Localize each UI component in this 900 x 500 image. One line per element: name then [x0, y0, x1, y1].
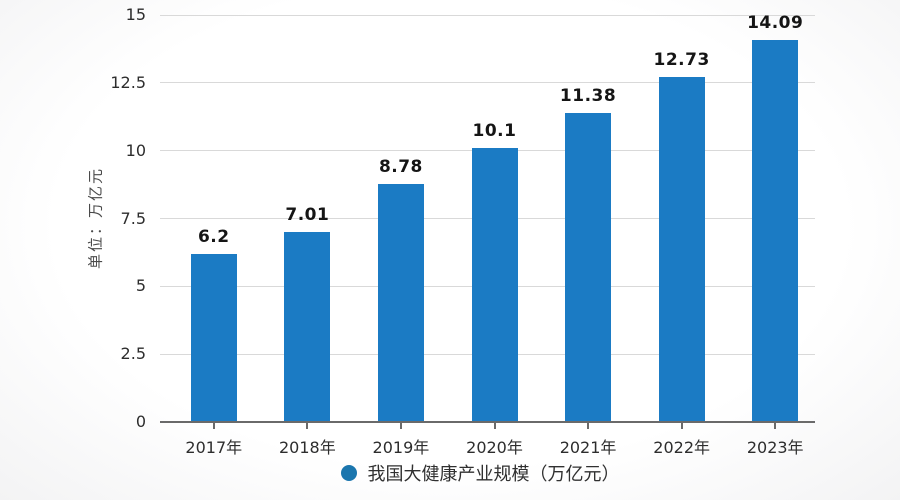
legend: 我国大健康产业规模（万亿元）	[30, 460, 900, 486]
bar-value-label: 8.78	[378, 156, 423, 177]
gridline	[160, 82, 815, 84]
x-axis-label: 2020年	[466, 438, 523, 457]
x-axis-tick	[587, 423, 590, 429]
bar-value-label: 6.2	[197, 226, 230, 247]
y-axis-tick-label: 12.5	[110, 72, 146, 92]
bar	[752, 39, 799, 422]
x-axis-tick	[680, 423, 683, 429]
y-axis-tick-label: 0	[135, 412, 146, 431]
y-axis-tick-label: 5	[135, 276, 146, 296]
x-axis-line	[160, 421, 815, 423]
bar-value-label: 11.38	[559, 86, 617, 107]
x-axis-label: 2022年	[653, 438, 711, 457]
plot-area: 0 2.5 5 7.5 10 12.5 15 6.2 2017年 7.01 2018年 8.78 201…	[110, 7, 815, 457]
x-axis-label: 2019年	[372, 438, 430, 457]
gridline	[160, 14, 815, 16]
x-axis-label: 2021年	[559, 438, 617, 457]
y-axis-tick-label: 10	[125, 140, 146, 160]
bar	[565, 113, 612, 422]
x-axis-label: 2017年	[185, 438, 243, 457]
y-axis-tick-label: 7.5	[120, 208, 146, 228]
bar-value-label: 10.1	[472, 120, 517, 141]
x-axis-label: 2023年	[746, 438, 804, 457]
legend-label: 我国大健康产业规模（万亿元）	[367, 464, 620, 485]
bar-value-label: 14.09	[747, 12, 804, 33]
bar-value-label: 7.01	[285, 204, 330, 225]
x-axis-tick	[774, 423, 777, 429]
legend-dot-icon	[340, 465, 357, 481]
bar-value-label: 12.73	[653, 49, 710, 70]
x-axis-tick	[399, 423, 402, 429]
x-axis-tick	[212, 423, 215, 429]
x-axis-tick	[493, 423, 496, 429]
y-axis-unit-label: 单位：万亿元	[86, 166, 105, 270]
y-axis-tick-label: 15	[125, 5, 146, 24]
bar	[377, 183, 424, 422]
y-axis-tick-label: 2.5	[120, 344, 146, 364]
bar	[658, 76, 705, 422]
x-axis-label: 2018年	[278, 438, 336, 457]
x-axis-tick	[306, 423, 309, 429]
bar	[471, 147, 518, 422]
bar	[284, 231, 331, 422]
bar	[190, 253, 237, 422]
